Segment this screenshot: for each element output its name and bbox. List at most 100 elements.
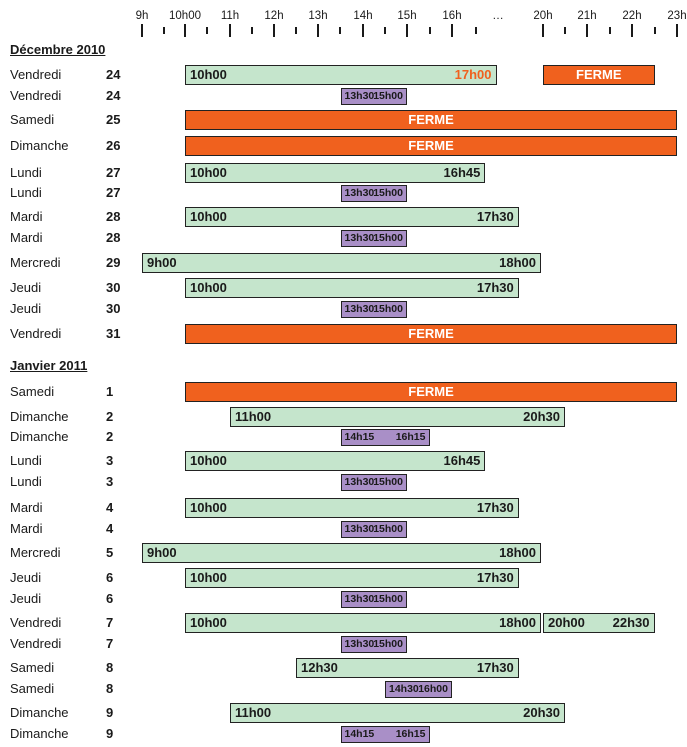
start-time-label: 11h00 [235,409,272,424]
closed-label: FERME [408,112,454,127]
start-time-label: 13h30 [344,186,375,199]
open-hours-bar: 11h00 20h30 [230,703,565,723]
day-name: Mercredi [10,545,61,560]
day-name: Vendredi [10,615,62,630]
day-name: Jeudi [10,570,42,585]
day-number: 28 [106,209,121,224]
start-time-label: 10h00 [190,570,227,585]
open-hours-bar: 10h00 17h30 [185,207,519,227]
day-name: Jeudi [10,280,42,295]
start-time-label: 11h00 [235,705,272,720]
start-time-label: 13h30 [344,637,375,650]
end-time-label: 17h30 [476,500,514,515]
start-time-label: 20h00 [548,615,585,630]
month-title: Janvier 2011 [10,358,88,373]
break-bar: 14h15 16h15 [340,428,430,446]
axis-tick-label: 23h [667,10,687,22]
break-bar: 13h30 15h00 [340,229,407,247]
day-name: Dimanche [10,138,69,153]
axis-tick-label: 14h [353,10,373,22]
start-time-label: 10h00 [190,280,227,295]
start-time-label: 9h00 [147,255,177,270]
axis-tick-label: … [492,10,504,22]
day-name: Vendredi [10,88,62,103]
closed-label: FERME [408,138,454,153]
axis-tick-mark [586,24,588,37]
break-bar: 13h30 15h00 [340,520,407,538]
closed-bar: FERME [543,65,655,85]
day-name: Mardi [10,209,43,224]
end-time-label: 20h30 [523,409,560,424]
axis-tick-mark [362,24,364,37]
day-name: Samedi [10,384,55,399]
axis-tick-mark-half [475,27,477,34]
break-bar: 14h30 16h00 [385,680,452,698]
day-number: 28 [106,230,121,245]
day-number: 30 [106,280,121,295]
axis-tick-label: 22h [622,10,642,22]
start-time-label: 13h30 [344,231,375,244]
closed-bar: FERME [185,382,677,402]
day-number: 8 [106,681,114,696]
day-number: 25 [106,112,121,127]
closed-bar: FERME [185,110,677,130]
start-time-label: 10h00 [190,67,227,82]
break-bar: 13h30 15h00 [340,184,407,202]
day-name: Samedi [10,112,55,127]
axis-tick-label: 20h [533,10,553,22]
open-hours-bar: 10h00 16h45 [185,163,486,183]
start-time-label: 13h30 [344,89,375,102]
start-time-label: 9h00 [147,545,177,560]
closed-bar: FERME [185,136,677,156]
axis-tick-label: 16h [442,10,462,22]
day-name: Vendredi [10,636,62,651]
day-name: Dimanche [10,705,69,720]
axis-tick-label: 12h [264,10,284,22]
day-number: 29 [106,255,121,270]
day-number: 24 [106,67,121,82]
break-bar: 13h30 15h00 [340,300,407,318]
axis-tick-mark [676,24,678,37]
end-time-label: 22h30 [612,615,650,630]
break-bar: 13h30 15h00 [340,590,407,608]
axis-tick-mark [229,24,231,37]
day-number: 3 [106,453,114,468]
axis-tick-label: 9h [135,10,149,22]
open-hours-bar: 10h00 16h45 [185,451,486,471]
day-number: 4 [106,521,114,536]
day-name: Jeudi [10,301,42,316]
end-time-label: 16h15 [395,430,426,443]
break-bar: 13h30 15h00 [340,635,407,653]
day-name: Vendredi [10,67,62,82]
open-hours-bar: 9h00 18h00 [142,543,541,563]
axis-tick-mark-half [564,27,566,34]
axis-tick-mark-half [206,27,208,34]
start-time-label: 10h00 [190,453,227,468]
day-name: Dimanche [10,409,69,424]
axis-tick-label: 15h [397,10,417,22]
open-hours-bar: 10h00 17h00 [185,65,497,85]
day-name: Samedi [10,681,55,696]
end-time-label: 15h00 [373,637,403,650]
axis-tick-mark-half [295,27,297,34]
end-time-label: 15h00 [373,592,403,605]
open-hours-bar: 10h00 17h30 [185,498,519,518]
open-hours-bar: 10h00 17h30 [185,568,519,588]
axis-tick-mark [542,24,544,37]
day-number: 2 [106,429,114,444]
end-time-label: 17h30 [476,280,514,295]
end-time-label: 16h45 [443,453,481,468]
day-number: 3 [106,474,114,489]
axis-tick-mark [141,24,143,37]
start-time-label: 13h30 [344,522,375,535]
end-time-label: 15h00 [373,475,403,488]
axis-tick-mark [184,24,186,37]
break-bar: 13h30 15h00 [340,473,407,491]
open-hours-bar: 10h00 18h00 [185,613,541,633]
axis-tick-mark-half [384,27,386,34]
end-time-label: 18h00 [499,615,536,630]
end-time-label: 20h30 [523,705,560,720]
day-name: Lundi [10,165,42,180]
axis-tick-label: 10h00 [169,10,201,22]
